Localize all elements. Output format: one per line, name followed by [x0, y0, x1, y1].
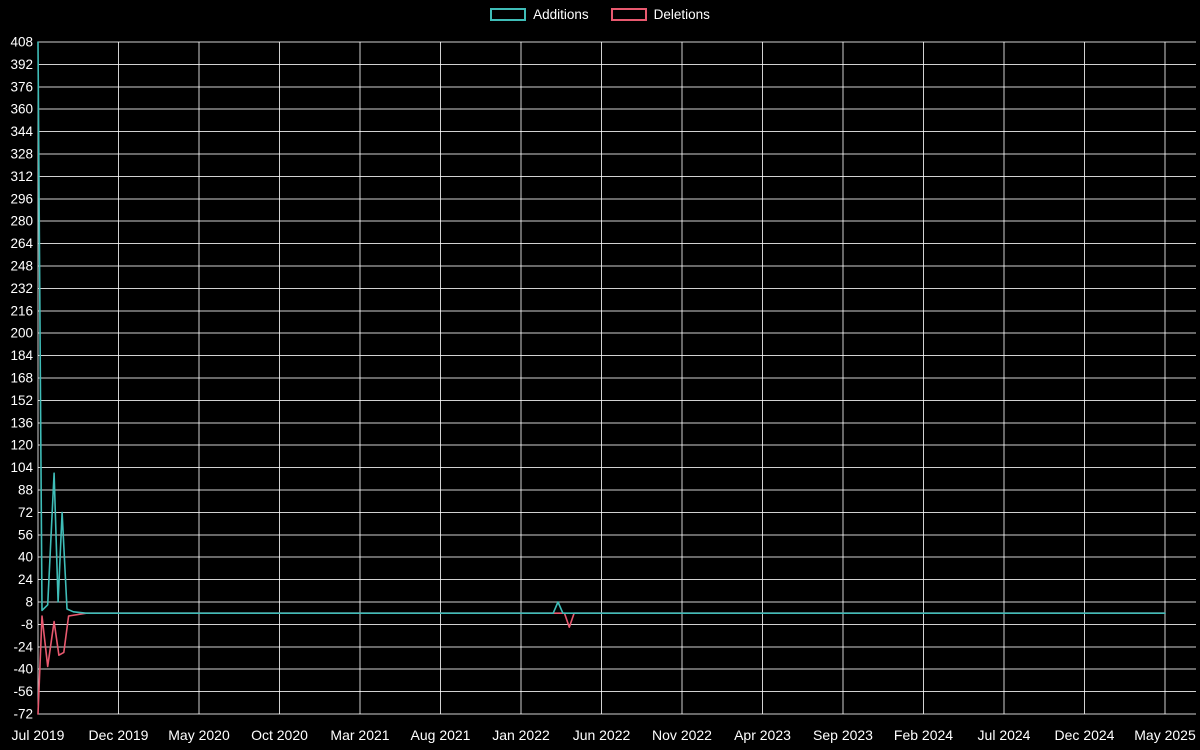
x-tick-label: Jan 2022 — [492, 727, 550, 743]
x-tick-label: Jul 2024 — [978, 727, 1031, 743]
additions-legend-label: Additions — [533, 7, 589, 22]
additions-swatch — [490, 8, 527, 22]
legend-item-additions[interactable]: Additions — [490, 8, 589, 22]
x-tick-label: Aug 2021 — [411, 727, 471, 743]
y-tick-label: 296 — [10, 191, 33, 206]
y-tick-label: 104 — [10, 460, 33, 475]
y-tick-label: 184 — [10, 348, 33, 363]
x-tick-label: Apr 2023 — [734, 727, 791, 743]
x-tick-label: May 2025 — [1134, 727, 1196, 743]
y-tick-label: 200 — [10, 326, 33, 341]
y-tick-label: 152 — [10, 393, 33, 408]
x-tick-label: Oct 2020 — [251, 727, 308, 743]
y-tick-label: -24 — [13, 639, 33, 654]
x-tick-label: Mar 2021 — [330, 727, 389, 743]
x-tick-label: Sep 2023 — [813, 727, 873, 743]
y-tick-label: -72 — [13, 707, 33, 722]
y-tick-label: -56 — [13, 684, 33, 699]
x-tick-label: Feb 2024 — [894, 727, 953, 743]
deletions-line — [37, 612, 1166, 715]
y-tick-label: 56 — [18, 527, 33, 542]
y-tick-label: 392 — [10, 57, 33, 72]
y-tick-label: 328 — [10, 147, 33, 162]
y-tick-label: 344 — [10, 124, 33, 139]
y-tick-label: 312 — [10, 169, 33, 184]
y-tick-label: 40 — [18, 550, 33, 565]
y-tick-label: 24 — [18, 572, 34, 587]
y-tick-label: 232 — [10, 281, 33, 296]
y-tick-label: 248 — [10, 259, 33, 274]
y-tick-label: 120 — [10, 438, 33, 453]
x-tick-label: May 2020 — [168, 727, 230, 743]
chart-legend: Additions Deletions — [0, 8, 1200, 22]
legend-item-deletions[interactable]: Deletions — [610, 7, 710, 22]
deletions-swatch — [610, 8, 647, 22]
y-tick-label: 168 — [10, 371, 33, 386]
y-tick-label: -8 — [21, 617, 33, 632]
y-tick-label: 280 — [10, 214, 33, 229]
y-tick-label: 376 — [10, 79, 33, 94]
x-tick-label: Nov 2022 — [652, 727, 712, 743]
y-tick-label: 88 — [18, 483, 33, 498]
y-tick-label: -40 — [13, 662, 33, 677]
y-tick-label: 8 — [25, 595, 33, 610]
y-tick-label: 360 — [10, 102, 33, 117]
x-tick-label: Jun 2022 — [573, 727, 631, 743]
deletions-legend-label: Deletions — [653, 7, 710, 22]
y-tick-label: 72 — [18, 505, 33, 520]
x-tick-label: Dec 2024 — [1055, 727, 1115, 743]
x-tick-label: Jul 2019 — [12, 727, 65, 743]
y-tick-label: 136 — [10, 415, 33, 430]
y-tick-label: 264 — [10, 236, 33, 251]
additions-line — [37, 41, 1166, 615]
y-tick-label: 216 — [10, 303, 33, 318]
y-tick-label: 408 — [10, 35, 33, 50]
x-tick-label: Dec 2019 — [89, 727, 149, 743]
